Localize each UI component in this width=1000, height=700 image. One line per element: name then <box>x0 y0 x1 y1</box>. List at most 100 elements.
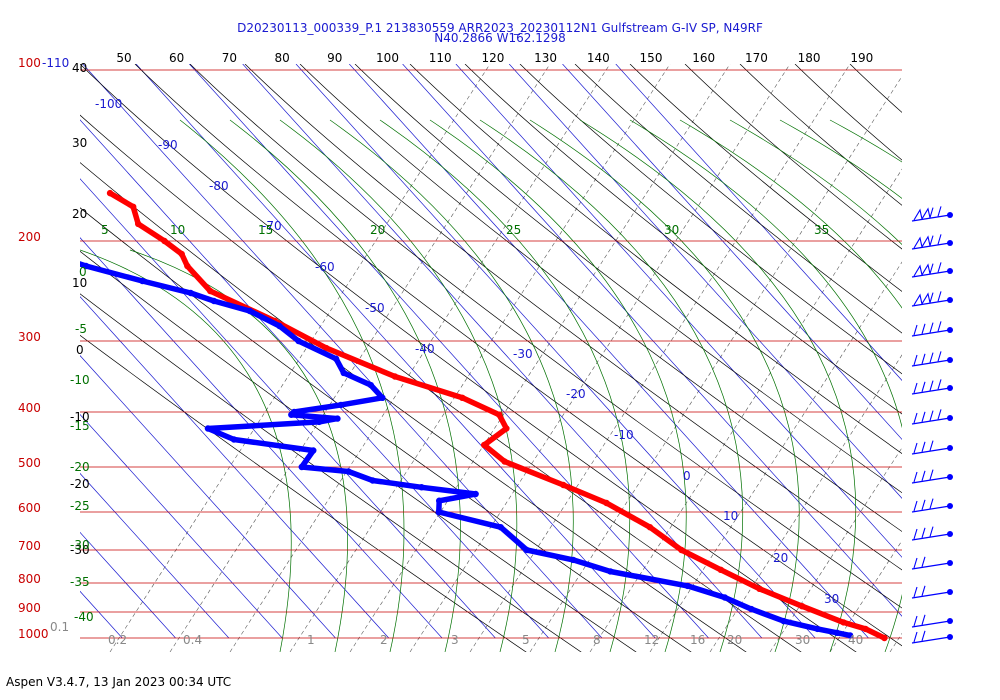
wind-barb-feather <box>929 440 934 451</box>
isotherm-label: -30 <box>513 347 533 361</box>
mixing-ratio-line <box>289 64 671 652</box>
wind-barb-pennant <box>921 292 931 305</box>
temperature-point <box>646 524 654 531</box>
isotherm-line <box>135 64 656 639</box>
dewpoint-point <box>340 369 347 377</box>
dewpoint-point <box>187 289 194 297</box>
top-axis-label: 70 <box>222 51 237 65</box>
isotherm-line <box>80 413 283 639</box>
isotherm-line <box>80 237 443 639</box>
wind-barb-feather <box>929 207 934 218</box>
top-axis-label: 120 <box>481 51 504 65</box>
top-axis-label: 150 <box>640 51 663 65</box>
moist-adiabat-line <box>629 119 902 652</box>
moist-adiabat-line <box>229 119 461 652</box>
isotherm-line <box>80 119 549 639</box>
isotherm-line <box>295 64 816 639</box>
dewpoint-point <box>379 394 386 401</box>
temperature-point <box>501 458 508 465</box>
wind-barb-feather <box>929 292 934 303</box>
isotherm-line <box>562 64 902 440</box>
temperature-point <box>161 237 168 245</box>
temperature-point <box>206 287 214 295</box>
wind-barb-pennant <box>913 264 923 277</box>
wind-barb-shaft <box>911 242 951 250</box>
pressure-tick-label: 900 <box>18 601 41 615</box>
pressure-tick-label: 300 <box>18 330 41 344</box>
dewpoint-point <box>435 497 443 504</box>
wind-barb-shaft <box>911 417 951 425</box>
wind-barb-feather <box>937 262 942 273</box>
top-axis-label: 180 <box>798 51 821 65</box>
wind-barb-feather <box>937 351 942 362</box>
chart-title-line2: N40.2866 W162.1298 <box>434 31 566 45</box>
dry-adiabat-line <box>574 64 902 334</box>
mixing-ratio-label: 8 <box>593 633 601 647</box>
dry-adiabat-line <box>80 293 582 652</box>
dry-adiabat-label: 40 <box>72 61 87 75</box>
temperature-point <box>495 411 503 418</box>
wind-barb <box>911 614 953 628</box>
mixing-ratio-label: 0.2 <box>108 633 127 647</box>
dewpoint-point <box>246 307 253 315</box>
moist-adiabat-left-label: -5 <box>75 322 87 336</box>
mixing-ratio-label: 16 <box>690 633 705 647</box>
aspen-version-footer: Aspen V3.4.7, 13 Jan 2023 00:34 UTC <box>6 675 232 689</box>
wind-barb-feather <box>921 499 926 510</box>
dry-adiabat-line <box>960 64 1000 682</box>
wind-barb <box>911 206 953 222</box>
wind-barb-feather <box>929 526 934 537</box>
dry-adiabat-label: 20 <box>72 207 87 221</box>
dewpoint-point <box>310 447 317 454</box>
moist-adiabat-line <box>729 119 902 246</box>
moist-adiabat-label: 20 <box>370 223 385 237</box>
mixing-ratio-line <box>649 261 902 652</box>
dewpoint-point <box>334 415 341 422</box>
moist-adiabat-left-label: -30 <box>70 538 90 552</box>
wind-barb-pennant <box>913 208 923 221</box>
dewpoint-point <box>369 477 376 484</box>
wind-barb <box>911 440 953 455</box>
wind-barb-pennant <box>921 235 931 248</box>
wind-barb-feather <box>921 527 926 538</box>
pressure-tick-label: 200 <box>18 230 41 244</box>
temperature-point <box>756 585 763 592</box>
wind-barb-feather <box>929 322 934 333</box>
dry-adiabat-line <box>739 64 902 206</box>
dry-adiabat-line <box>80 162 747 652</box>
mixing-ratio-line <box>529 75 902 652</box>
dewpoint-point <box>139 277 146 285</box>
moist-adiabat-line <box>379 119 631 652</box>
moist-adiabat-line <box>579 119 857 652</box>
moist-adiabat-line <box>429 119 687 652</box>
wind-barb-feather <box>937 234 942 245</box>
wind-barb-shaft <box>911 359 951 367</box>
wind-barb-shaft <box>911 505 951 513</box>
wind-barb <box>911 409 953 425</box>
top-axis-label: 80 <box>274 51 289 65</box>
mixing-ratio-line <box>409 64 791 652</box>
temperature-point <box>840 619 847 626</box>
dry-adiabat-label: -30 <box>70 543 90 557</box>
dewpoint-point <box>298 463 305 471</box>
isotherm-label: 0 <box>683 469 691 483</box>
wind-barb-feather <box>929 235 934 246</box>
wind-barb-feather <box>929 410 934 421</box>
isotherm-label: -50 <box>365 301 385 315</box>
moist-adiabat-line <box>779 119 902 200</box>
wind-barb-feather <box>937 206 942 217</box>
top-axis-label: 100 <box>376 51 399 65</box>
wind-barb <box>911 321 953 337</box>
top-axis-label: 60 <box>169 51 184 65</box>
mixing-ratio-line <box>709 354 902 652</box>
isotherm-line <box>80 355 336 639</box>
moist-adiabat-left-label: 0 <box>79 265 87 279</box>
isotherm-label: -80 <box>209 179 229 193</box>
dewpoint-point <box>684 582 691 590</box>
wind-barb-feather <box>913 557 918 569</box>
dry-adiabat-line <box>354 64 902 494</box>
wind-barb-feather <box>937 291 942 302</box>
wind-barb <box>911 291 953 307</box>
